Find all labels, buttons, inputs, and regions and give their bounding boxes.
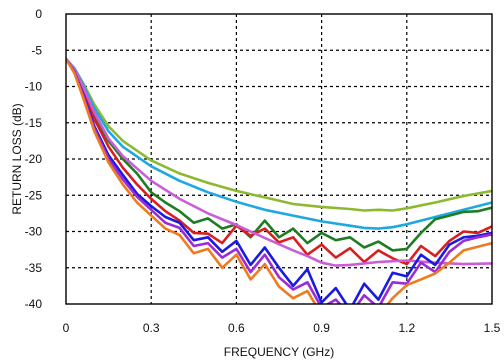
series-line-8 <box>66 57 492 304</box>
series-line-2 <box>66 57 492 230</box>
series-line-5 <box>66 57 492 267</box>
y-tick-label: 0 <box>35 7 42 21</box>
x-tick-label: 0.3 <box>143 321 160 335</box>
series-line-1 <box>66 57 492 212</box>
plot-frame <box>65 13 493 305</box>
series-line-6 <box>66 57 492 304</box>
x-tick-label: 1.5 <box>484 321 501 335</box>
y-tick-label: -20 <box>25 152 43 166</box>
y-axis-ticks: 0 -5 -10 -15 -20 -25 -30 -35 -40 <box>25 7 43 311</box>
x-tick-label: 0.9 <box>313 321 330 335</box>
y-tick-label: -40 <box>25 297 43 311</box>
x-axis-title: FREQUENCY (GHz) <box>224 345 334 359</box>
series-line-4 <box>66 57 492 266</box>
x-tick-label: 0 <box>63 321 70 335</box>
series-line-3 <box>66 57 492 252</box>
series-group <box>66 57 492 304</box>
y-tick-label: -30 <box>25 225 43 239</box>
y-tick-label: -25 <box>25 188 43 202</box>
y-tick-label: -5 <box>31 43 42 57</box>
y-tick-label: -35 <box>25 261 43 275</box>
x-tick-label: 0.6 <box>228 321 245 335</box>
x-tick-label: 1.2 <box>398 321 415 335</box>
x-axis-ticks: 0 0.3 0.6 0.9 1.2 1.5 <box>63 321 501 335</box>
y-tick-label: -10 <box>25 80 43 94</box>
y-axis-title: RETURN LOSS (dB) <box>10 103 24 214</box>
grid-lines <box>66 14 492 304</box>
series-line-7 <box>66 57 492 304</box>
y-tick-label: -15 <box>25 116 43 130</box>
